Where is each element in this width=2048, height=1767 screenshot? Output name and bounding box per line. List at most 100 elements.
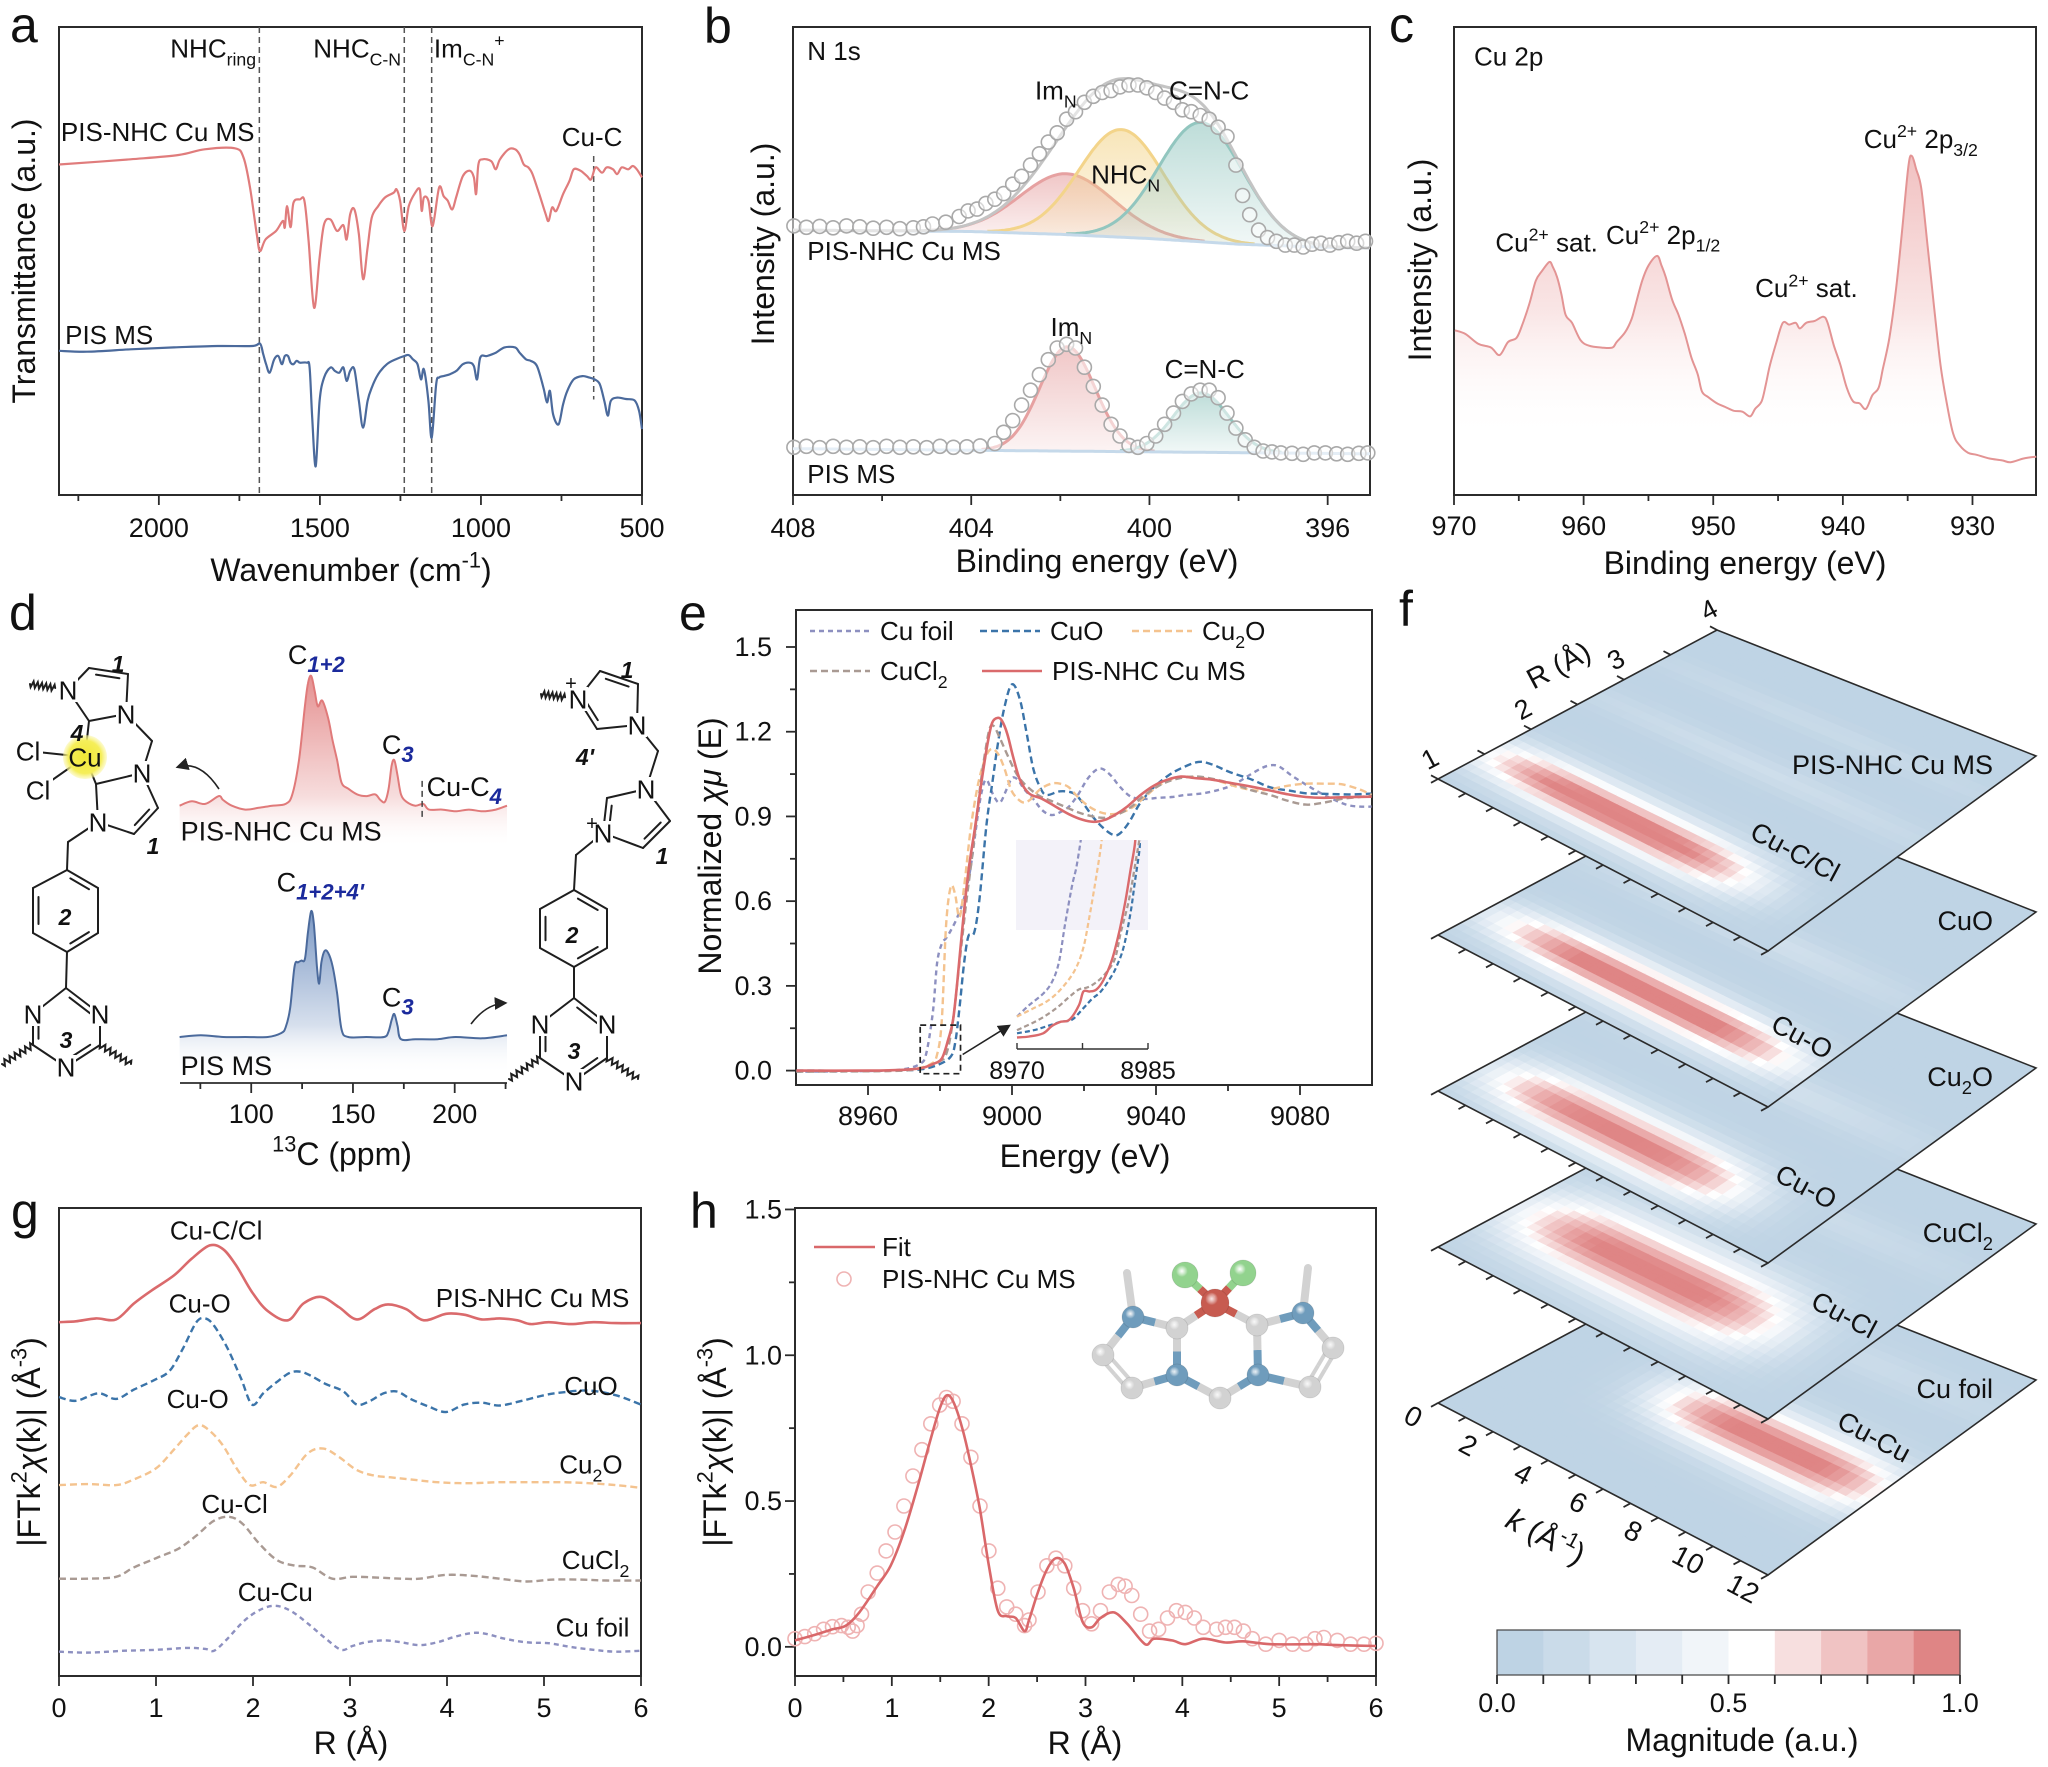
label-text: Cu 2p	[1474, 42, 1543, 72]
data-point	[986, 435, 1003, 452]
charge-label: +	[586, 813, 598, 835]
panel-label: d	[9, 585, 37, 641]
k-tick	[1650, 1516, 1659, 1523]
wavy-bond	[508, 1054, 541, 1083]
label-text: Energy (eV)	[1000, 1138, 1171, 1174]
k-tick	[1540, 1303, 1549, 1309]
data-point	[1147, 428, 1164, 444]
atom-label: N	[24, 1000, 43, 1030]
label-text: Binding energy (eV)	[1604, 545, 1887, 581]
legend-label: CuCl2	[880, 656, 948, 692]
atom-label-backdrop	[627, 713, 647, 737]
k-tick	[1485, 1274, 1494, 1281]
bond	[539, 889, 575, 910]
atom-label-backdrop	[568, 687, 588, 711]
double-bond-line	[576, 946, 599, 960]
k-tick	[1540, 1147, 1549, 1153]
label-text: Cu	[1202, 616, 1235, 646]
x-axis-title: Binding energy (eV)	[956, 543, 1239, 579]
annotation-nhcring: NHCring	[170, 34, 256, 70]
label-text: Cu-C	[427, 772, 490, 802]
annotation-pis-ms: PIS MS	[65, 320, 153, 350]
atom-label-backdrop	[90, 1002, 110, 1026]
k-tick	[1623, 1502, 1631, 1508]
position-label: 4	[70, 720, 84, 746]
label-text: 1/2	[1696, 236, 1721, 256]
annotation-cu2-2p3-2: Cu2+ 2p3/2	[1864, 121, 1978, 160]
data-point	[1357, 233, 1374, 250]
y-axis-title: Intensity (a.u.)	[1402, 159, 1438, 362]
label-text: Im	[1035, 76, 1064, 106]
k-tick	[1458, 1416, 1466, 1422]
atom-label-backdrop	[636, 777, 656, 801]
label-text: PIS-NHC Cu MS	[1052, 656, 1246, 686]
label-text: (E)	[692, 717, 728, 769]
data-point	[1022, 382, 1039, 399]
label-text: 13	[272, 1132, 296, 1157]
wavy-bond	[605, 1056, 640, 1081]
label-text: C=N-C	[1169, 76, 1249, 106]
data-point	[1067, 103, 1084, 120]
label-text: C-N	[463, 49, 494, 69]
legend-label: Cu foil	[880, 616, 954, 646]
data-point	[1049, 125, 1065, 141]
link-arrow	[470, 997, 508, 1025]
label-text: Cu foil	[1916, 1374, 1993, 1404]
label-text: sat.	[1549, 227, 1598, 257]
atom-label: N	[59, 676, 78, 706]
label-text: C=N-C	[1165, 354, 1245, 384]
data-point	[1004, 412, 1021, 429]
data-point	[1228, 157, 1244, 173]
data-point	[905, 438, 922, 455]
data-point	[1031, 146, 1048, 162]
atom-label-backdrop	[593, 821, 613, 845]
k-tick-label: 2	[1454, 1428, 1482, 1463]
data-point	[1040, 134, 1057, 150]
data-point	[798, 438, 815, 455]
bond	[642, 820, 671, 849]
label-text: 3	[401, 742, 414, 767]
data-point	[995, 424, 1012, 441]
k-tick-label: 6	[1564, 1485, 1592, 1520]
label-text: N	[1064, 92, 1077, 112]
k-tick	[1705, 1545, 1714, 1551]
label-text: N	[1147, 175, 1160, 195]
label-text: 4	[489, 784, 502, 809]
x-tick-label: 940	[1820, 511, 1865, 541]
k-tick	[1568, 1317, 1576, 1324]
legend-label: Cu2O	[1202, 616, 1265, 652]
data-point	[851, 219, 868, 235]
x-tick-label: 100	[229, 1099, 274, 1129]
label-text: Cu	[1495, 227, 1528, 257]
atom-label: N	[133, 759, 152, 789]
wavy-bond	[98, 1042, 133, 1067]
label-text: N 1s	[807, 36, 860, 66]
y-tick-label: 1.2	[734, 717, 772, 747]
data-point	[865, 220, 882, 236]
label-text: ring	[227, 49, 257, 69]
label-text: 2p	[1917, 124, 1953, 154]
atom-label-backdrop	[13, 739, 43, 763]
atom-label: N	[531, 1010, 550, 1040]
panel-label: c	[1389, 0, 1414, 53]
label-text: Intensity (a.u.)	[745, 143, 781, 346]
data-point	[932, 438, 948, 455]
bond	[66, 932, 99, 953]
atom-label-backdrop	[58, 678, 78, 702]
inset-tick-label: 8985	[1120, 1057, 1176, 1085]
double-bond-line	[604, 677, 630, 688]
bond	[573, 947, 608, 968]
x-tick-label: 930	[1950, 511, 1995, 541]
data-point	[811, 439, 828, 456]
label-text: 2+	[1897, 121, 1917, 141]
k-tick	[1678, 1531, 1686, 1537]
component-fill-c-n-c	[1066, 122, 1336, 248]
data-point	[878, 438, 895, 455]
metal-center-highlight	[63, 735, 107, 779]
data-point	[1031, 366, 1048, 383]
data-point	[1040, 351, 1057, 368]
label-text: 2	[1235, 632, 1245, 652]
legend-item-cucl2: CuCl2	[810, 656, 948, 692]
